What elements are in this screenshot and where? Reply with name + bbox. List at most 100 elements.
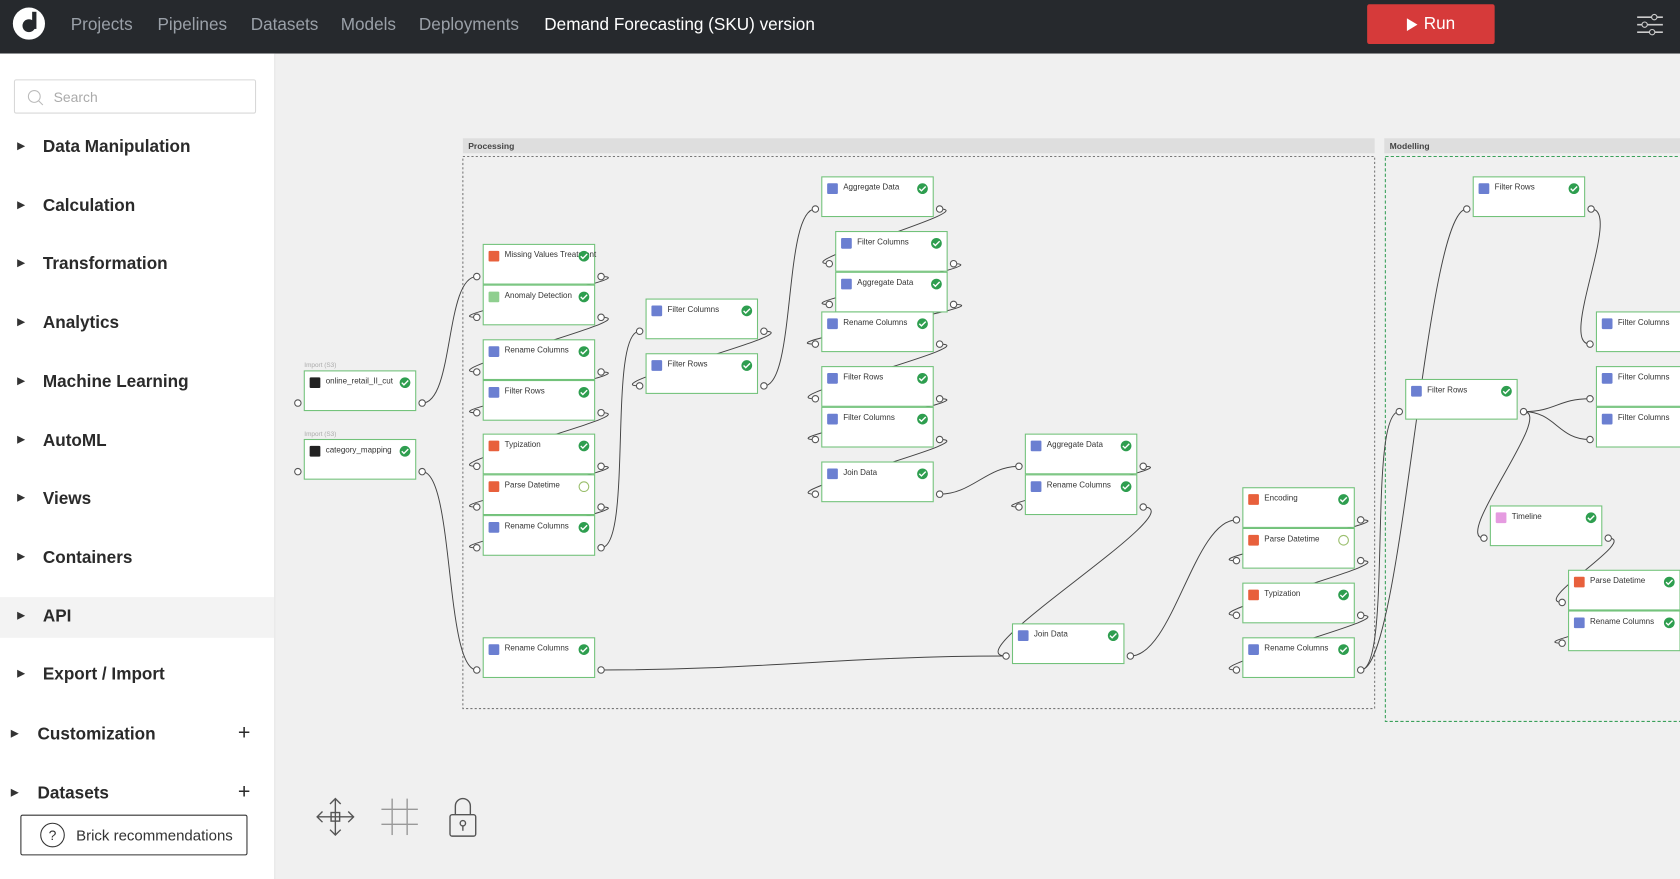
pipeline-node[interactable]: Filter Columns <box>825 231 958 272</box>
pipeline-node[interactable]: online_retail_II_cut Import (S3) <box>294 362 426 412</box>
sidebar-group[interactable]: ▶ Customization + <box>0 715 274 756</box>
sidebar-section[interactable]: ▶ Containers <box>0 538 274 579</box>
pipeline-node[interactable]: Rename Columns <box>473 339 605 381</box>
node-box <box>482 243 596 285</box>
settings-icon[interactable] <box>1635 12 1665 38</box>
edge <box>600 330 640 549</box>
pipeline-node[interactable]: Filter Rows <box>1395 378 1528 420</box>
sidebar-section[interactable]: ▶ Data Manipulation <box>0 128 274 169</box>
group-label: Customization <box>37 725 156 744</box>
sidebar-section[interactable]: ▶ Views <box>0 479 274 520</box>
node-icon <box>651 305 663 317</box>
edge <box>939 465 1019 495</box>
status-check <box>1665 579 1673 586</box>
pipeline-node[interactable]: Aggregate Data <box>811 176 944 218</box>
input-port <box>1395 407 1404 416</box>
lock-icon[interactable] <box>449 797 477 837</box>
add-button[interactable]: + <box>237 780 251 804</box>
fit-icon[interactable] <box>316 797 355 837</box>
status-check <box>1339 496 1348 503</box>
node-box <box>482 637 596 679</box>
node-tag: Import (S3) <box>304 362 336 369</box>
pipeline-node[interactable]: Filter Columns <box>1586 406 1680 448</box>
pipeline-node[interactable]: Rename Columns <box>1558 610 1680 652</box>
input-port <box>811 490 820 498</box>
recommendations-button[interactable]: ? Brick recommendations <box>20 814 248 856</box>
pipeline-node[interactable]: Timeline <box>1480 505 1612 547</box>
input-port <box>825 259 834 268</box>
pipeline-node[interactable]: Filter Rows <box>635 353 768 394</box>
pipeline-node[interactable]: Filter Rows <box>1463 176 1595 218</box>
pipeline-node[interactable]: Join Data <box>1002 623 1135 665</box>
node-icon <box>827 318 838 330</box>
pipeline-node[interactable]: Anomaly Detection <box>473 284 605 326</box>
node-icon <box>1017 630 1029 642</box>
pipeline-node[interactable]: Aggregate Data <box>825 271 958 313</box>
node-icon <box>1601 318 1613 330</box>
pipeline-node[interactable]: Filter Columns <box>1586 311 1680 353</box>
pipeline-node[interactable]: Join Data <box>811 461 944 503</box>
sidebar-section[interactable]: ▶ AutoML <box>0 421 274 462</box>
pipeline-node[interactable]: Encoding <box>1232 487 1365 528</box>
pipeline-node[interactable]: category_mapping Import (S3) <box>294 431 426 480</box>
pipeline-node[interactable]: Parse Datetime <box>1558 569 1680 611</box>
status-check <box>918 186 927 192</box>
sidebar-section[interactable]: ▶ Calculation <box>0 186 274 227</box>
pipeline-node[interactable]: Rename Columns <box>473 515 605 556</box>
pipeline-node[interactable]: Typization <box>1232 582 1365 624</box>
node-label: Filter Columns <box>668 305 720 314</box>
pipeline-node[interactable]: Rename Columns <box>1232 637 1365 679</box>
status-ok <box>399 377 411 389</box>
pipeline-node[interactable]: Filter Rows <box>473 380 605 421</box>
status-ok <box>399 445 411 457</box>
node-icon <box>827 413 838 425</box>
output-port <box>1356 611 1365 620</box>
node-box <box>1011 623 1125 665</box>
logo[interactable] <box>9 3 52 46</box>
input-port <box>811 395 820 403</box>
add-button[interactable]: + <box>237 721 251 746</box>
status-check <box>918 416 927 423</box>
pipeline-node[interactable]: Filter Columns <box>1586 366 1680 407</box>
output-port <box>935 435 944 444</box>
nav-link[interactable]: Datasets <box>250 16 319 35</box>
pipeline-node[interactable]: Filter Columns <box>811 406 944 448</box>
node-label: Rename Columns <box>505 346 569 355</box>
sidebar-section[interactable]: ▶ Machine Learning <box>0 362 274 403</box>
sidebar-group[interactable]: ▶ Datasets + <box>0 774 274 815</box>
output-port <box>597 544 605 552</box>
status-ok <box>1338 494 1349 505</box>
pipeline-node[interactable]: Parse Datetime <box>473 474 605 516</box>
nav-link[interactable]: Models <box>340 16 396 35</box>
pipeline-node[interactable]: Rename Columns <box>1015 474 1147 516</box>
pipeline-node[interactable]: Parse Datetime <box>1232 527 1365 569</box>
nav-link[interactable]: Deployments <box>418 16 519 35</box>
input-port <box>1002 652 1010 660</box>
pipeline-node[interactable]: Typization <box>473 433 605 475</box>
node-label: Rename Columns <box>1590 617 1654 626</box>
pipeline-node[interactable]: Rename Columns <box>473 637 605 679</box>
sidebar-section[interactable]: ▶ API <box>0 596 275 638</box>
arrow: ▶ <box>10 727 19 740</box>
nav-link[interactable]: Projects <box>70 16 133 35</box>
node-icon <box>1030 440 1042 452</box>
node-box <box>645 353 759 394</box>
nav-link[interactable]: Pipelines <box>157 16 228 35</box>
run-button[interactable]: Run <box>1367 4 1495 44</box>
input-port <box>1232 611 1241 620</box>
pipeline-node[interactable]: Filter Rows <box>811 366 944 407</box>
input-port <box>1586 435 1594 444</box>
pipeline-node[interactable]: Aggregate Data <box>1015 433 1147 475</box>
pipeline-node[interactable]: Filter Columns <box>635 298 768 340</box>
grid-icon[interactable] <box>381 798 418 836</box>
search-box[interactable]: Search <box>13 79 257 114</box>
pipeline-node[interactable]: Missing Values Treatment <box>473 243 605 285</box>
node-box <box>821 366 934 407</box>
input-port <box>473 272 481 281</box>
sidebar-section[interactable]: ▶ Analytics <box>0 303 274 344</box>
node-label: Parse Datetime <box>1590 576 1646 585</box>
sidebar-section[interactable]: ▶ Transformation <box>0 245 274 286</box>
sidebar-section[interactable]: ▶ Export / Import <box>0 655 274 696</box>
status-check <box>1339 646 1348 653</box>
pipeline-node[interactable]: Rename Columns <box>811 311 944 353</box>
